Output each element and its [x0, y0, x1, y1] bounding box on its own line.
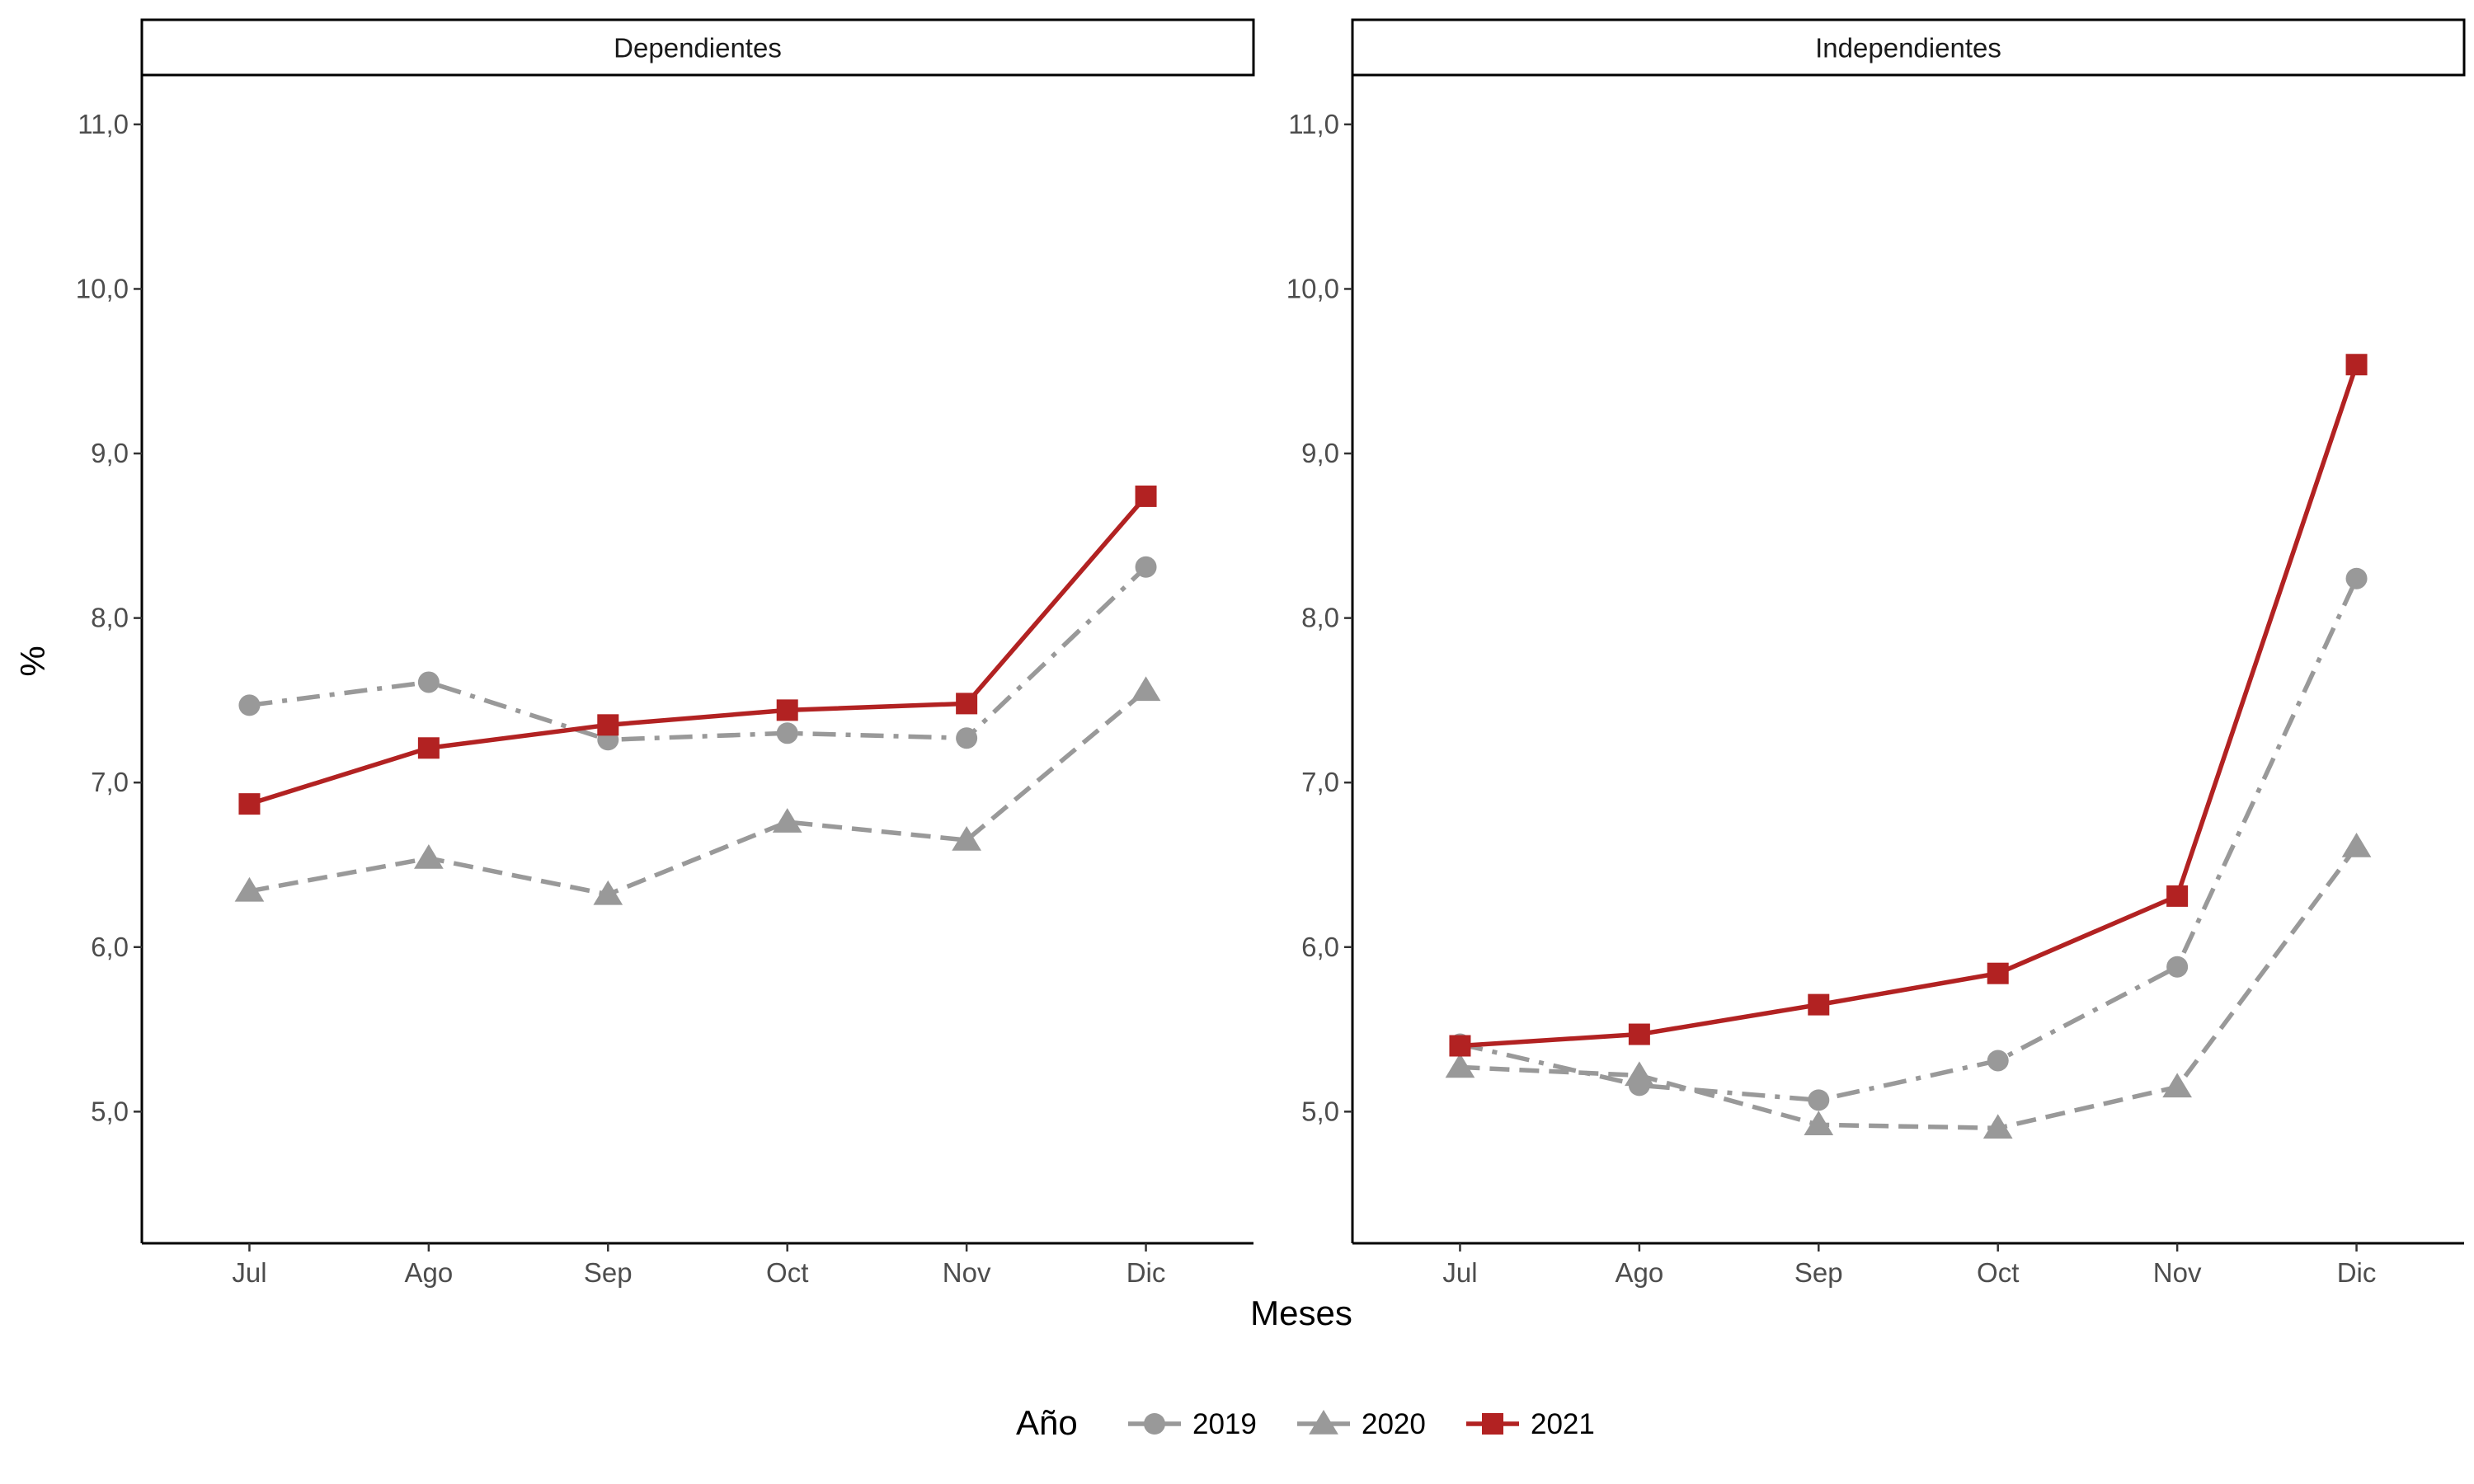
- y-tick-label: 6,0: [1301, 932, 1339, 962]
- y-tick-label: 8,0: [1301, 603, 1339, 633]
- y-axis-title: %: [13, 646, 52, 676]
- data-point-2021: [1808, 993, 1830, 1016]
- legend-item-2021: 2021: [1466, 1408, 1595, 1440]
- series-line-2020: [248, 688, 1148, 897]
- y-tick-label: 10,0: [1286, 273, 1339, 303]
- y-tick-label: 10,0: [76, 273, 129, 303]
- y-tick-label: 9,0: [1301, 438, 1339, 468]
- series-2021: [238, 485, 1157, 815]
- data-point-2021: [597, 714, 619, 736]
- y-tick-label: 5,0: [1301, 1096, 1339, 1126]
- x-tick-label: Dic: [1126, 1257, 1166, 1288]
- x-tick-label: Oct: [766, 1257, 808, 1288]
- y-tick-label: 7,0: [1301, 767, 1339, 797]
- data-point-2020: [2162, 1073, 2192, 1098]
- legend-key-marker: [1482, 1413, 1503, 1435]
- data-point-2021: [417, 737, 440, 759]
- data-point-2020: [234, 876, 265, 902]
- data-point-2020: [952, 826, 981, 851]
- series-line-2021: [1460, 364, 2359, 1049]
- data-point-2020: [772, 808, 802, 833]
- facet-strip: [1351, 18, 2466, 77]
- data-point-2019: [1628, 1074, 1650, 1097]
- x-tick-label: Ago: [405, 1257, 454, 1288]
- series-2019: [1449, 567, 2368, 1111]
- series-2021: [1449, 354, 2368, 1057]
- data-point-2020: [1982, 1114, 2013, 1139]
- x-axis-title: Meses: [1250, 1294, 1352, 1332]
- legend-item-2019: 2019: [1128, 1408, 1257, 1440]
- x-tick-label: Oct: [1977, 1257, 2019, 1288]
- legend-item-2020: 2020: [1297, 1408, 1426, 1440]
- y-tick-label: 5,0: [91, 1096, 129, 1126]
- series-line-2020: [1460, 845, 2359, 1131]
- facet-title: Independientes: [1815, 33, 2001, 63]
- data-point-2019: [776, 722, 798, 744]
- data-point-2019: [1987, 1050, 2009, 1072]
- chart-panels: Dependientes 5,0 6,0 7,0 8,0 9,0 10,0 11,0 Jul Ag…: [76, 18, 2466, 1288]
- legend-items: 2019 2020 2021: [1128, 1408, 1595, 1440]
- series-line-2021: [248, 495, 1148, 806]
- legend: Año 2019 2020 2021: [1016, 1403, 1595, 1442]
- x-tick-label: Sep: [584, 1257, 633, 1288]
- y-tick-label: 11,0: [1288, 109, 1339, 139]
- series-2019: [238, 556, 1157, 751]
- legend-label: 2021: [1531, 1408, 1595, 1440]
- y-tick-label: 8,0: [91, 603, 129, 633]
- data-point-2020: [593, 880, 623, 905]
- data-point-2019: [2345, 567, 2368, 589]
- x-tick-label: Nov: [2153, 1257, 2202, 1288]
- legend-key-marker: [1144, 1413, 1165, 1435]
- series-2020: [1445, 833, 2372, 1139]
- x-tick-label: Nov: [943, 1257, 991, 1288]
- y-tick-label: 11,0: [78, 109, 129, 139]
- data-point-2019: [956, 727, 978, 749]
- series-line-2019: [249, 565, 1148, 743]
- data-point-2021: [1449, 1035, 1471, 1057]
- data-point-2021: [238, 793, 261, 815]
- series-line-2019: [1459, 577, 2359, 1103]
- data-point-2020: [1804, 1111, 1834, 1136]
- legend-label: 2019: [1192, 1408, 1257, 1440]
- data-point-2020: [414, 843, 444, 869]
- data-point-2019: [1135, 556, 1157, 578]
- data-point-2019: [238, 694, 261, 716]
- legend-key-marker: [1309, 1410, 1338, 1435]
- y-tick-label: 6,0: [91, 932, 129, 962]
- x-tick-label: Jul: [1442, 1257, 1477, 1288]
- data-point-2019: [1808, 1089, 1830, 1111]
- facet-strip: [140, 18, 1255, 77]
- legend-label: 2020: [1362, 1408, 1426, 1440]
- data-point-2020: [1445, 1053, 1475, 1078]
- facet-title: Dependientes: [614, 33, 782, 63]
- data-point-2019: [2166, 956, 2189, 978]
- x-tick-label: Sep: [1794, 1257, 1843, 1288]
- x-tick-label: Jul: [232, 1257, 266, 1288]
- y-tick-label: 7,0: [91, 767, 129, 797]
- data-point-2021: [1987, 962, 2009, 984]
- y-tick-label: 9,0: [91, 438, 129, 468]
- x-tick-label: Ago: [1616, 1257, 1664, 1288]
- data-point-2019: [417, 671, 440, 693]
- x-tick-label: Dic: [2337, 1257, 2377, 1288]
- series-2020: [234, 676, 1161, 905]
- data-point-2021: [2166, 885, 2189, 907]
- data-point-2021: [2345, 354, 2368, 376]
- legend-title: Año: [1016, 1403, 1078, 1442]
- panel-dependientes: Dependientes 5,0 6,0 7,0 8,0 9,0 10,0 11,0 Jul Ag…: [76, 18, 1255, 1288]
- data-point-2021: [1135, 485, 1157, 507]
- data-point-2021: [776, 699, 798, 721]
- data-point-2021: [1628, 1023, 1650, 1045]
- data-point-2020: [1131, 676, 1161, 702]
- data-point-2020: [2341, 833, 2372, 857]
- data-point-2021: [956, 693, 978, 715]
- panel-independientes: Independientes 5,0 6,0 7,0 8,0 9,0 10,0 11,0 Jul…: [1286, 18, 2466, 1288]
